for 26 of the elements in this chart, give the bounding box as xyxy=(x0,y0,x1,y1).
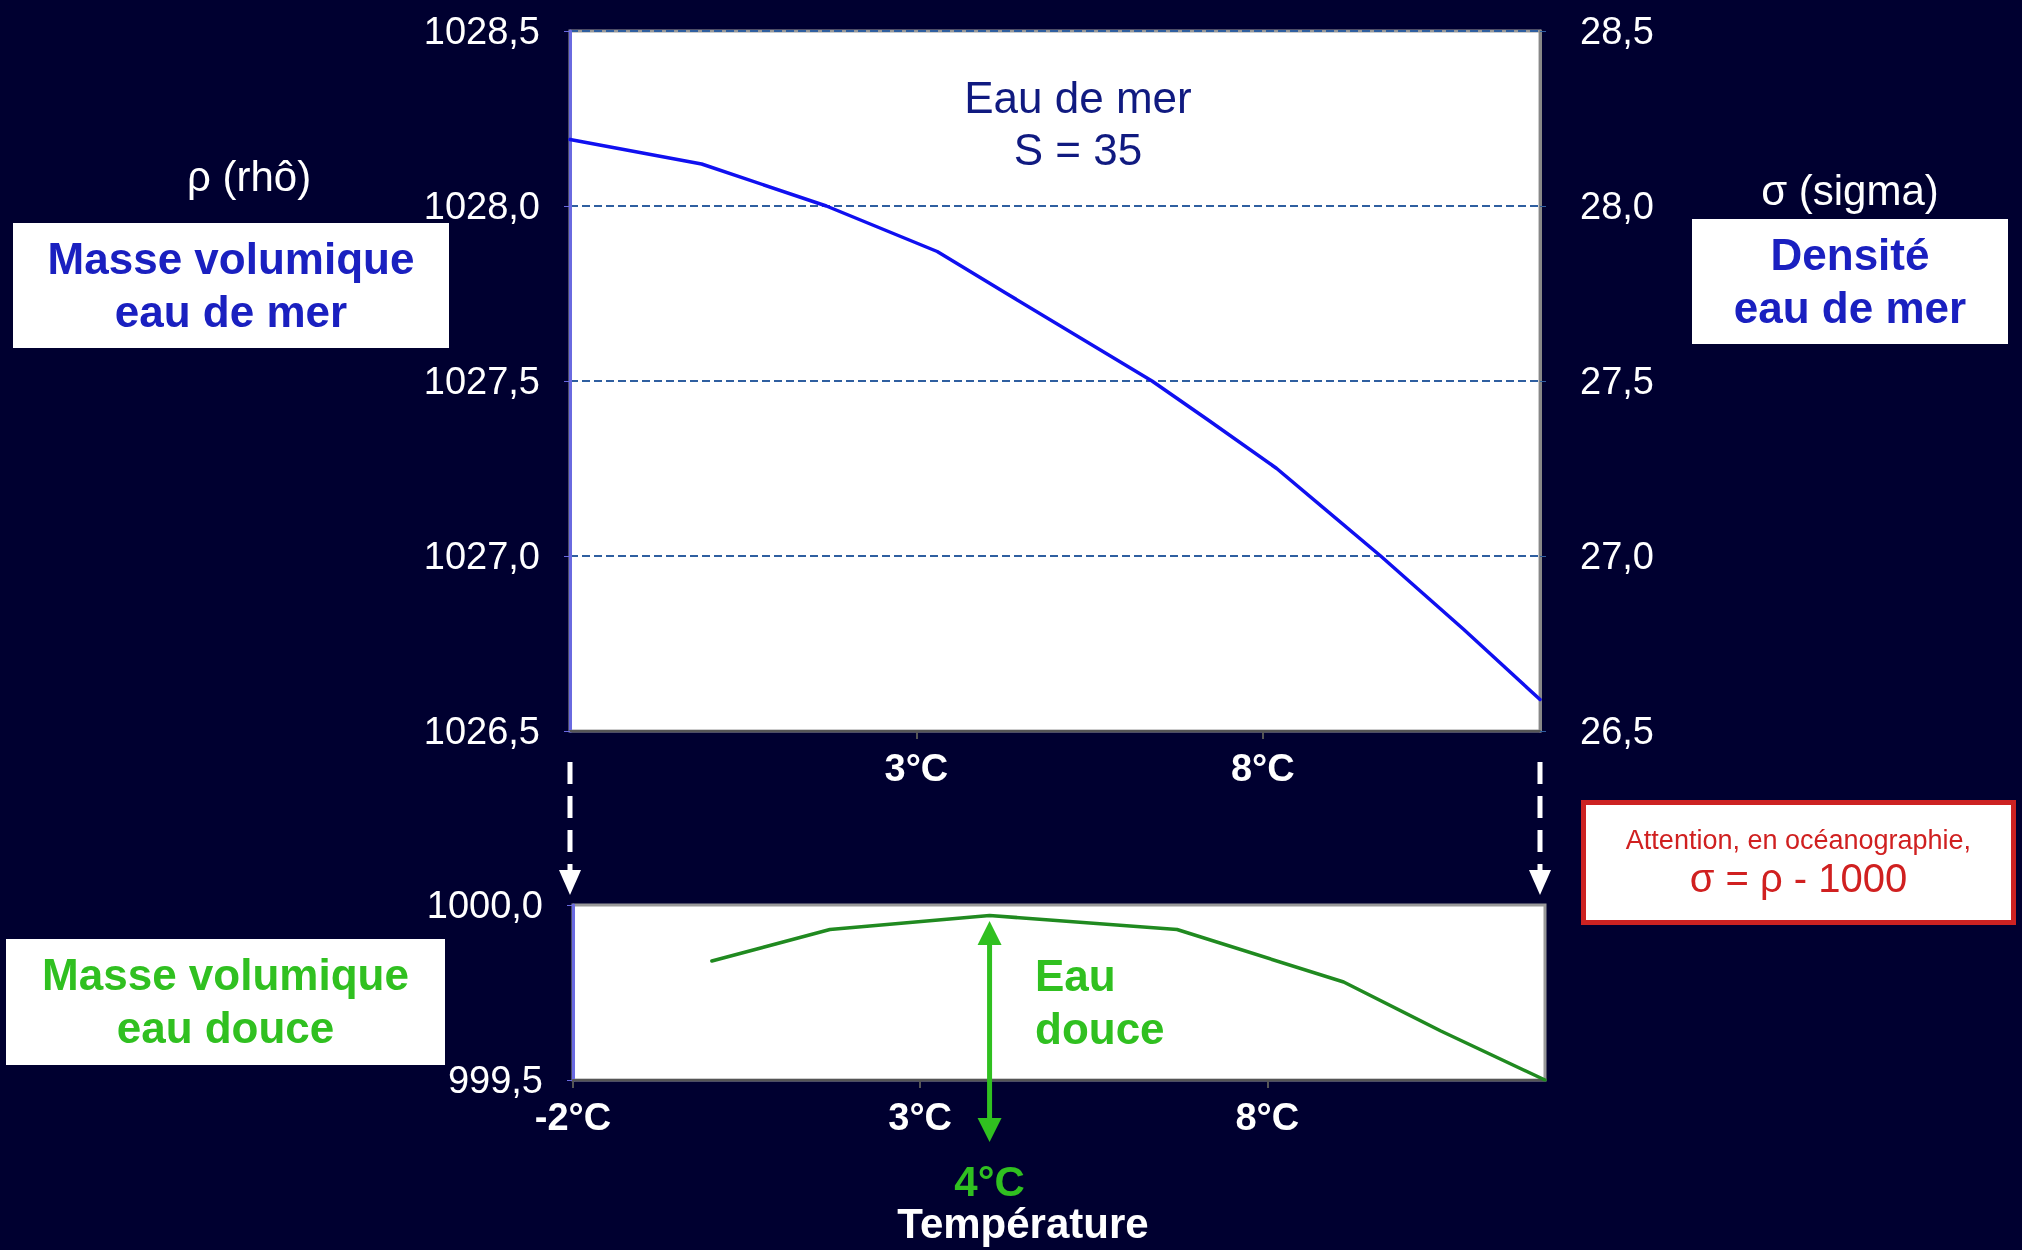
y-tick-label: 1028,0 xyxy=(423,185,540,227)
text: S = 35 xyxy=(1013,124,1143,174)
y-tick-label: 1000,0 xyxy=(426,884,543,926)
text: ρ (rhô) xyxy=(186,153,312,201)
y2-tick-label: 27,0 xyxy=(1580,535,1654,577)
text: σ (sigma) xyxy=(1761,167,1939,215)
y-tick-label: 1026,5 xyxy=(423,710,540,752)
text: Attention, en océanographie, xyxy=(1624,824,1973,856)
y2-tick-label: 28,0 xyxy=(1580,185,1654,227)
line-series xyxy=(710,913,1547,1082)
x-tick-label: 3°C xyxy=(888,1096,953,1138)
y2-tick-label: 27,5 xyxy=(1580,360,1654,402)
y2-tick-label: 28,5 xyxy=(1580,10,1654,52)
x-tick-label: 8°C xyxy=(1235,1096,1300,1138)
annotation: Eau douce xyxy=(1035,950,1166,1055)
y-axis-title: Masse volumique eau de mer xyxy=(47,233,415,336)
x-tick-label: 3°C xyxy=(884,747,949,789)
y2-tick-label: 26,5 xyxy=(1580,710,1654,752)
text: σ = ρ - 1000 xyxy=(1688,855,1909,901)
y-tick-label: 1027,5 xyxy=(423,360,540,402)
text: Eau de mer xyxy=(964,72,1192,122)
y-axis-title: Masse volumique eau douce xyxy=(6,939,445,1065)
y-tick-label: 1028,5 xyxy=(423,10,540,52)
y-tick-label: 1027,0 xyxy=(423,535,540,577)
y2-axis-title: Densité eau de mer xyxy=(1692,219,2008,344)
x-tick-label: 8°C xyxy=(1230,747,1295,789)
